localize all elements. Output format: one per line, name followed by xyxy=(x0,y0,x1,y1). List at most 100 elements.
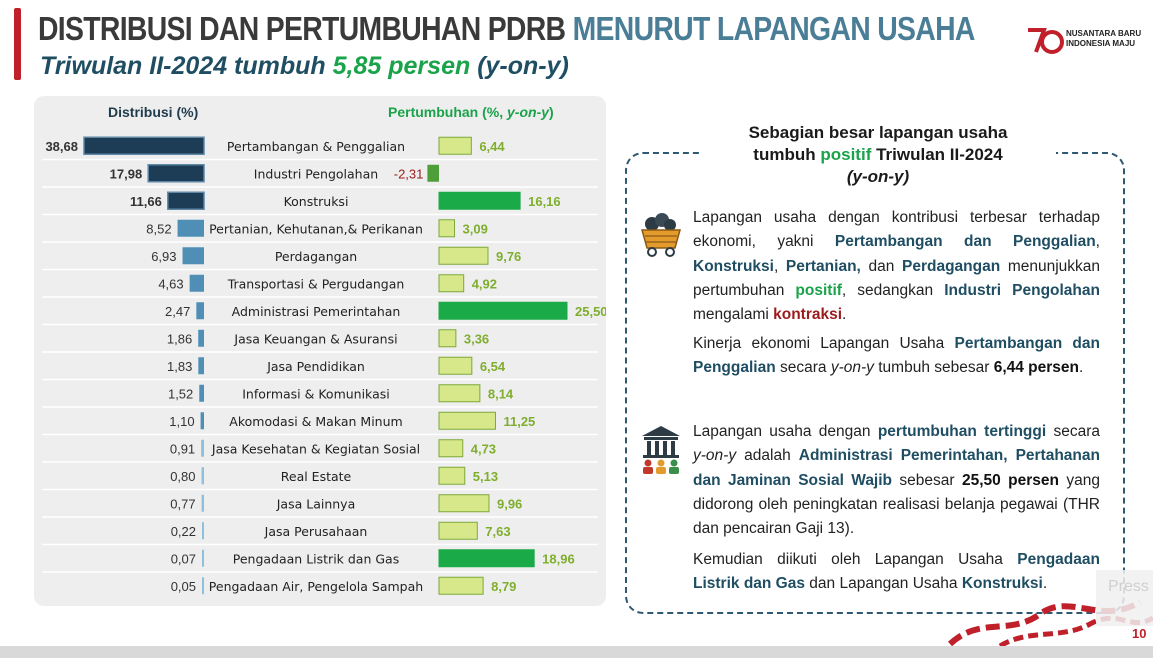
growth-bar xyxy=(438,494,490,513)
distribution-value-label: 1,10 xyxy=(169,414,194,429)
callout-title-line3: (y-on-y) xyxy=(846,167,910,186)
category-label: Jasa Perusahaan xyxy=(264,524,368,539)
government-building-icon xyxy=(642,426,680,474)
logo-line1: NUSANTARA BARU xyxy=(1066,29,1142,38)
chart-panel xyxy=(34,96,606,606)
category-label: Administrasi Pemerintahan xyxy=(232,304,401,319)
title-part2: MENURUT LAPANGAN USAHA xyxy=(572,10,976,47)
p1-text: menunjukkan pertumbuhan xyxy=(693,257,1101,299)
page-subtitle: Triwulan II-2024 tumbuh 5,85 persen (y-o… xyxy=(40,52,569,81)
distribution-value-label: 0,05 xyxy=(171,579,196,594)
growth-bar xyxy=(438,191,521,210)
growth-bar xyxy=(438,329,457,348)
category-label: Konstruksi xyxy=(284,194,349,209)
p2-text: Kinerja ekonomi Lapangan Usaha xyxy=(693,335,945,352)
category-label: Jasa Pendidikan xyxy=(266,359,365,374)
category-label: Pengadaan Air, Pengelola Sampah xyxy=(209,579,423,594)
p1-text: , xyxy=(1095,233,1100,251)
growth-bar xyxy=(438,466,466,485)
page-title: DISTRIBUSI DAN PERTUMBUHAN PDRB MENURUT … xyxy=(38,10,975,48)
growth-value-label: 11,25 xyxy=(503,414,535,429)
distribution-value-label: 0,80 xyxy=(170,469,195,484)
press-watermark: Press xyxy=(1108,578,1149,595)
distribution-bar xyxy=(202,577,204,595)
distribution-bar xyxy=(198,357,204,375)
growth-value-label: 7,63 xyxy=(485,524,510,539)
category-label: Jasa Kesehatan & Kegiatan Sosial xyxy=(211,441,420,456)
growth-bar xyxy=(438,521,478,540)
callout-paragraph-2: Kinerja ekonomi Lapangan Usaha Pertamban… xyxy=(693,332,1100,381)
distribution-bar xyxy=(202,549,204,567)
distribution-value-label: 2,47 xyxy=(165,304,190,319)
distribution-bar xyxy=(202,522,204,540)
footer-bar xyxy=(0,646,1153,658)
growth-value-label: 5,13 xyxy=(473,469,498,484)
p2-highlight: Pertambangan dan Penggalian xyxy=(693,335,1100,377)
category-label: Perdagangan xyxy=(275,249,357,264)
growth-value-label: 9,76 xyxy=(496,249,521,264)
distribution-value-label: 8,52 xyxy=(146,221,171,236)
growth-bar xyxy=(438,439,464,458)
p3-text: Lapangan usaha dengan xyxy=(693,423,871,440)
growth-bar xyxy=(438,274,465,293)
callout-title-word: tumbuh xyxy=(753,145,816,164)
distribution-bar xyxy=(199,384,204,402)
growth-header-prefix: Pertumbuhan (%, xyxy=(388,104,504,120)
p1-text: . xyxy=(842,306,847,324)
subtitle-value: 5,85 persen xyxy=(332,52,471,80)
distribution-bar xyxy=(198,329,204,347)
distribution-value-label: 0,07 xyxy=(171,551,196,566)
growth-value-label: 4,92 xyxy=(472,276,497,291)
distribution-bar xyxy=(83,136,205,155)
category-label: Real Estate xyxy=(281,469,352,484)
callout-title: Sebagian besar lapangan usaha tumbuh pos… xyxy=(700,122,1056,188)
growth-value-label: 25,50 xyxy=(575,304,606,319)
growth-value-label: 3,09 xyxy=(463,221,488,236)
callout-title-line1: Sebagian besar lapangan usaha xyxy=(748,123,1008,142)
page-number: 10 xyxy=(1132,626,1147,641)
p4-highlight: Pengadaan Listrik dan Gas xyxy=(693,551,1100,593)
growth-bar xyxy=(438,136,472,155)
p1-contraction: kontraksi xyxy=(773,306,843,324)
distribution-value-label: 38,68 xyxy=(45,139,78,154)
p1-text: Lapangan usaha dengan kontribusi terbesa… xyxy=(693,209,1100,251)
p2-text: secara xyxy=(780,359,827,377)
p3-text: yang didorong oleh peningkatan realisasi… xyxy=(693,471,1100,538)
p1-highlight: Konstruksi xyxy=(693,257,774,275)
growth-value-label: 18,96 xyxy=(542,551,575,566)
growth-header-suffix: ) xyxy=(549,104,554,120)
p1-highlight: Industri Pengolahan xyxy=(944,281,1100,299)
distribution-value-label: 0,91 xyxy=(170,441,195,456)
p2-text: tumbuh sebesar xyxy=(878,359,990,377)
category-label: Industri Pengolahan xyxy=(254,166,378,181)
growth-value-label: 9,96 xyxy=(497,496,522,511)
callout-title-line2: tumbuh positif Triwulan II-2024 xyxy=(700,144,1056,166)
p3-highlight: pertumbuhan tertinggi xyxy=(877,423,1047,440)
growth-bar xyxy=(438,411,496,430)
callout-title-positive: positif xyxy=(820,145,872,164)
growth-value-label: 16,16 xyxy=(528,194,561,209)
growth-value-label: 6,54 xyxy=(480,359,506,374)
distribution-bar xyxy=(189,274,204,292)
p3-text: secara xyxy=(1053,423,1101,440)
logo-line2: INDONESIA MAJU xyxy=(1066,39,1136,48)
callout-paragraph-3: Lapangan usaha dengan pertumbuhan tertin… xyxy=(693,420,1100,541)
overlay-box xyxy=(1096,570,1153,626)
growth-value-label: 8,79 xyxy=(491,579,516,594)
p4-highlight: Konstruksi xyxy=(961,575,1043,593)
growth-value-label: 6,44 xyxy=(479,139,505,154)
p1-highlight: Perdagangan xyxy=(901,257,1001,275)
distribution-value-label: 1,52 xyxy=(168,386,193,401)
distribution-bar xyxy=(201,439,204,457)
p3-text: sebesar xyxy=(899,471,955,489)
p2-bold: 6,44 persen xyxy=(993,359,1080,377)
p3-italic: y-on-y xyxy=(693,447,737,465)
logo-icon xyxy=(1028,28,1064,54)
distribution-bar xyxy=(177,219,204,237)
category-label: Pertambangan & Penggalian xyxy=(227,139,405,154)
distribution-bar xyxy=(167,191,205,210)
p4-text: Kemudian diikuti oleh Lapangan Usaha xyxy=(693,551,1003,568)
growth-value-label: 4,73 xyxy=(471,441,496,456)
pdrb-chart: 38,68 Pertambangan & Penggalian 6,44 17,98 I… xyxy=(42,136,606,595)
distribution-bar xyxy=(182,247,204,265)
